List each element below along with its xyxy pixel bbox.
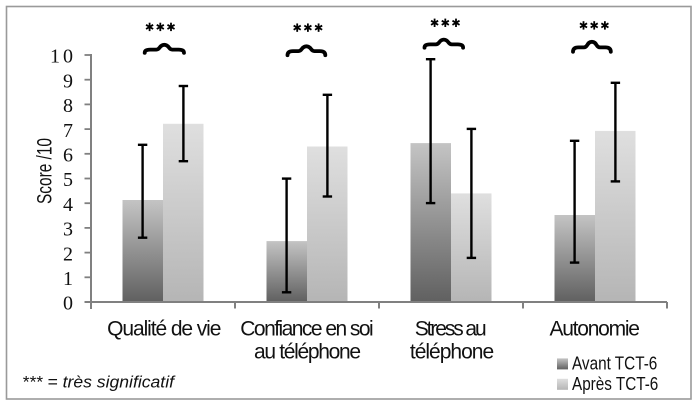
svg-text:Autonomie: Autonomie xyxy=(549,318,640,341)
svg-text:téléphone: téléphone xyxy=(410,341,494,364)
svg-text:1: 1 xyxy=(63,268,73,290)
svg-text:2: 2 xyxy=(63,243,73,265)
svg-text:8: 8 xyxy=(63,95,73,117)
svg-text:9: 9 xyxy=(63,70,73,92)
svg-text:Confiance en soi: Confiance en soi xyxy=(240,318,373,341)
svg-text:Après TCT-6: Après TCT-6 xyxy=(572,374,658,394)
svg-text:au téléphone: au téléphone xyxy=(254,341,361,364)
svg-text:6: 6 xyxy=(63,145,73,167)
svg-text:Avant TCT-6: Avant TCT-6 xyxy=(572,354,657,374)
svg-text:Qualité de vie: Qualité de vie xyxy=(107,318,221,341)
svg-text:0: 0 xyxy=(63,293,73,315)
svg-text:3: 3 xyxy=(63,219,73,241)
svg-text:Stress au: Stress au xyxy=(415,318,487,341)
svg-text:5: 5 xyxy=(63,169,73,191)
svg-text:4: 4 xyxy=(63,194,73,216)
svg-text:7: 7 xyxy=(63,120,73,142)
svg-text:Score /10: Score /10 xyxy=(34,138,57,204)
svg-text:*** = très significatif: *** = très significatif xyxy=(22,373,176,392)
